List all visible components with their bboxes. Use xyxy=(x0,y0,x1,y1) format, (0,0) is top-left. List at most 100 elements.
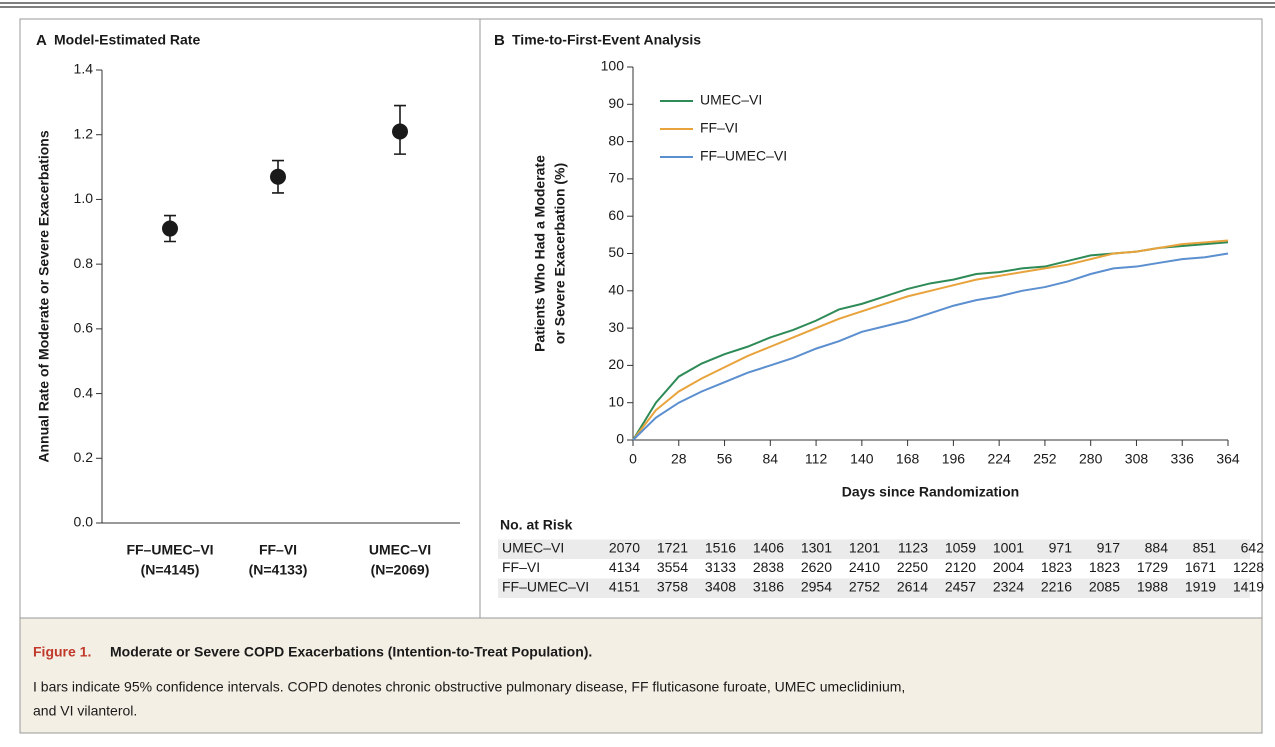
risk-value: 1729 xyxy=(1137,559,1168,575)
y-tick-label: 10 xyxy=(608,393,624,409)
y-tick-label: 1.2 xyxy=(74,125,94,141)
y-tick-label: 20 xyxy=(608,356,624,372)
risk-value: 2838 xyxy=(753,559,784,575)
risk-value: 3408 xyxy=(705,579,736,595)
risk-value: 1001 xyxy=(993,540,1024,556)
y-tick-label: 60 xyxy=(608,207,624,223)
y-tick-label: 40 xyxy=(608,282,624,298)
risk-value: 971 xyxy=(1049,540,1073,556)
risk-value: 1059 xyxy=(945,540,976,556)
y-tick-label: 50 xyxy=(608,244,624,260)
caption-title: Moderate or Severe COPD Exacerbations (I… xyxy=(110,644,592,660)
y-tick-label: 0.0 xyxy=(74,514,94,530)
risk-value: 3554 xyxy=(657,559,688,575)
risk-row-name: UMEC–VI xyxy=(502,540,564,556)
x-tick-label: 140 xyxy=(850,451,874,467)
y-tick-label: 90 xyxy=(608,95,624,111)
risk-value: 1123 xyxy=(898,540,928,556)
x-tick-label: 196 xyxy=(942,451,966,467)
risk-value: 2250 xyxy=(897,559,928,575)
caption-body: and VI vilanterol. xyxy=(33,703,137,719)
series-line xyxy=(632,252,1229,441)
panel-title: Time-to-First-Event Analysis xyxy=(512,32,701,48)
risk-value: 4134 xyxy=(609,559,640,575)
x-tick-label: 56 xyxy=(717,451,733,467)
risk-value: 2620 xyxy=(801,559,832,575)
risk-value: 1988 xyxy=(1137,579,1168,595)
risk-value: 1406 xyxy=(753,540,784,556)
risk-value: 3186 xyxy=(753,579,784,595)
legend-label: UMEC–VI xyxy=(700,92,762,108)
x-tick-label: FF–VI xyxy=(259,542,297,558)
x-tick-label: 112 xyxy=(805,451,828,467)
risk-value: 1301 xyxy=(801,540,832,556)
risk-value: 1823 xyxy=(1089,559,1120,575)
point xyxy=(270,168,286,185)
risk-value: 2614 xyxy=(897,579,928,595)
risk-value: 1201 xyxy=(849,540,880,556)
risk-value: 1919 xyxy=(1185,579,1216,595)
x-tick-label: UMEC–VI xyxy=(369,542,431,558)
legend-label: FF–VI xyxy=(700,120,738,136)
risk-value: 2004 xyxy=(993,559,1024,575)
y-axis-label: or Severe Exacerbation (%) xyxy=(552,163,568,344)
x-tick-label: 308 xyxy=(1125,451,1149,467)
risk-value: 1721 xyxy=(657,540,688,556)
x-tick-label: 0 xyxy=(629,451,637,467)
panel-letter: B xyxy=(494,32,505,49)
caption-label: Figure 1. xyxy=(33,644,91,660)
risk-value: 2085 xyxy=(1089,579,1120,595)
x-tick-sublabel: (N=4145) xyxy=(141,562,200,578)
risk-value: 2752 xyxy=(849,579,880,595)
risk-table-title: No. at Risk xyxy=(500,517,573,533)
risk-row-name: FF–UMEC–VI xyxy=(502,579,589,595)
risk-value: 4151 xyxy=(609,579,640,595)
series-line xyxy=(632,241,1229,441)
x-tick-label: 168 xyxy=(896,451,920,467)
y-axis-label: Annual Rate of Moderate or Severe Exacer… xyxy=(36,130,52,462)
risk-value: 1823 xyxy=(1041,559,1072,575)
risk-value: 1516 xyxy=(705,540,736,556)
y-tick-label: 0.2 xyxy=(74,449,94,465)
x-tick-label: 364 xyxy=(1216,451,1240,467)
y-tick-label: 1.4 xyxy=(74,61,94,77)
risk-value: 2070 xyxy=(609,540,640,556)
risk-value: 2120 xyxy=(945,559,976,575)
risk-value: 1671 xyxy=(1185,559,1216,575)
y-tick-label: 70 xyxy=(608,170,624,186)
legend-label: FF–UMEC–VI xyxy=(700,148,787,164)
risk-row-bg xyxy=(498,539,1250,559)
point xyxy=(392,123,408,140)
panel-frame xyxy=(19,18,1263,619)
x-axis-label: Days since Randomization xyxy=(842,484,1019,500)
x-tick-sublabel: (N=2069) xyxy=(371,562,430,578)
risk-value: 2216 xyxy=(1041,579,1072,595)
x-tick-sublabel: (N=4133) xyxy=(249,562,308,578)
y-tick-label: 0 xyxy=(616,431,624,447)
y-tick-label: 1.0 xyxy=(74,190,94,206)
y-axis-label: Patients Who Had a Moderate xyxy=(532,155,548,352)
y-tick-label: 30 xyxy=(608,319,624,335)
caption-box xyxy=(19,617,1263,734)
x-tick-label: 28 xyxy=(671,451,687,467)
risk-value: 2410 xyxy=(849,559,880,575)
risk-value: 884 xyxy=(1145,540,1169,556)
risk-value: 851 xyxy=(1193,540,1217,556)
risk-value: 2954 xyxy=(801,579,832,595)
panel-letter: A xyxy=(36,32,47,49)
panel-title: Model-Estimated Rate xyxy=(54,32,200,48)
point xyxy=(162,220,178,237)
risk-row-name: FF–VI xyxy=(502,559,540,575)
risk-value: 2324 xyxy=(993,579,1024,595)
risk-value: 1419 xyxy=(1233,579,1264,595)
risk-value: 917 xyxy=(1097,540,1121,556)
risk-row-bg xyxy=(498,578,1250,598)
y-tick-label: 100 xyxy=(601,58,625,74)
risk-value: 2457 xyxy=(945,579,976,595)
x-tick-label: 224 xyxy=(987,451,1011,467)
y-tick-label: 0.6 xyxy=(74,320,94,336)
y-tick-label: 0.4 xyxy=(74,384,94,400)
series-line xyxy=(632,239,1229,441)
x-tick-label: 252 xyxy=(1033,451,1057,467)
